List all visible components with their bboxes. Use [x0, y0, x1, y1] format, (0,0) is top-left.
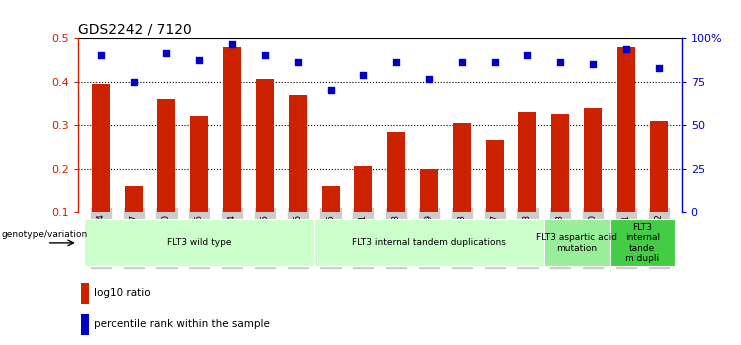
Point [391, 59, 402, 65]
Text: FLT3 wild type: FLT3 wild type [167, 238, 231, 247]
Point [489, 59, 501, 65]
Point [357, 72, 369, 78]
Bar [190, 116, 208, 256]
Text: GDS2242 / 7120: GDS2242 / 7120 [78, 23, 192, 37]
Point [620, 46, 632, 52]
Bar [124, 186, 142, 256]
Bar [223, 47, 241, 256]
Text: FLT3 internal tandem duplications: FLT3 internal tandem duplications [352, 238, 506, 247]
Point [292, 59, 304, 65]
Text: genotype/variation: genotype/variation [1, 230, 87, 239]
Bar [544, 219, 610, 266]
Text: FLT3
internal
tande
m dupli: FLT3 internal tande m dupli [625, 223, 660, 263]
Point [127, 79, 139, 84]
Bar [81, 283, 90, 304]
Point [259, 52, 270, 58]
Point [653, 66, 665, 71]
Bar [584, 108, 602, 256]
Bar [92, 84, 110, 256]
Bar [354, 166, 373, 256]
Text: FLT3 aspartic acid
mutation: FLT3 aspartic acid mutation [536, 233, 617, 253]
Bar [610, 219, 675, 266]
Bar [617, 47, 635, 256]
Point [587, 61, 599, 67]
Bar [650, 121, 668, 256]
Bar [81, 314, 90, 335]
Point [95, 52, 107, 58]
Point [423, 77, 435, 82]
Point [226, 42, 238, 47]
Bar [256, 79, 274, 256]
Point [522, 52, 534, 58]
Text: log10 ratio: log10 ratio [94, 288, 150, 298]
Bar [551, 114, 569, 256]
Bar [289, 95, 307, 256]
Point [325, 87, 336, 93]
Bar [314, 219, 544, 266]
Bar [157, 99, 176, 256]
Point [161, 50, 173, 56]
Bar [387, 131, 405, 256]
Bar [519, 112, 536, 256]
Point [193, 57, 205, 62]
Text: percentile rank within the sample: percentile rank within the sample [94, 319, 270, 329]
Bar [420, 169, 438, 256]
Bar [322, 186, 339, 256]
Bar [453, 123, 471, 256]
Point [456, 59, 468, 65]
Point [554, 59, 566, 65]
Bar [84, 219, 314, 266]
Bar [485, 140, 504, 256]
